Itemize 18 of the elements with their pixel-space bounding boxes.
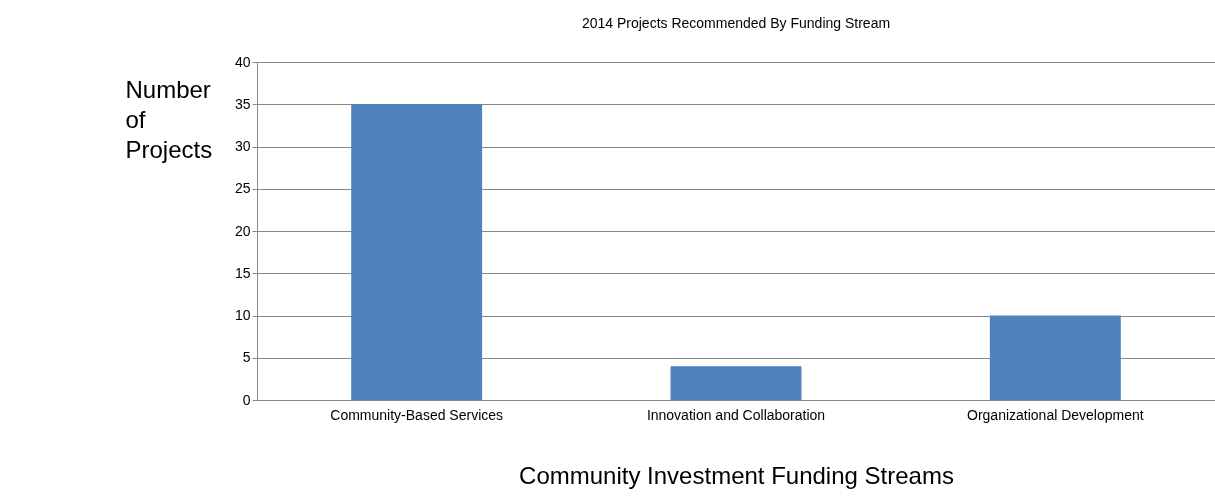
y-tick-label: 15: [234, 264, 251, 281]
y-tick-label: 25: [234, 180, 251, 197]
bar: [351, 104, 483, 400]
chart-title: 2014 Projects Recommended By Funding Stream: [581, 15, 891, 31]
y-tick-label: 40: [234, 53, 251, 70]
y-tick-label: 35: [234, 95, 251, 112]
y-tick-label: 30: [234, 138, 251, 154]
x-tick-label: Organizational Development: [967, 406, 1144, 423]
y-tick-label: 0: [242, 391, 251, 408]
bar: [670, 366, 802, 400]
y-tick-label: 20: [234, 222, 251, 239]
y-axis-title: Number of Projects: [125, 75, 213, 163]
y-tick-label: 10: [234, 307, 251, 323]
x-tick-label: Innovation and Collaboration: [646, 406, 826, 423]
x-tick-label: Community-Based Services: [330, 406, 504, 423]
bar: [989, 315, 1121, 400]
y-tick-label: 5: [242, 349, 251, 366]
x-axis-title: Community Investment Funding Streams: [519, 461, 954, 489]
